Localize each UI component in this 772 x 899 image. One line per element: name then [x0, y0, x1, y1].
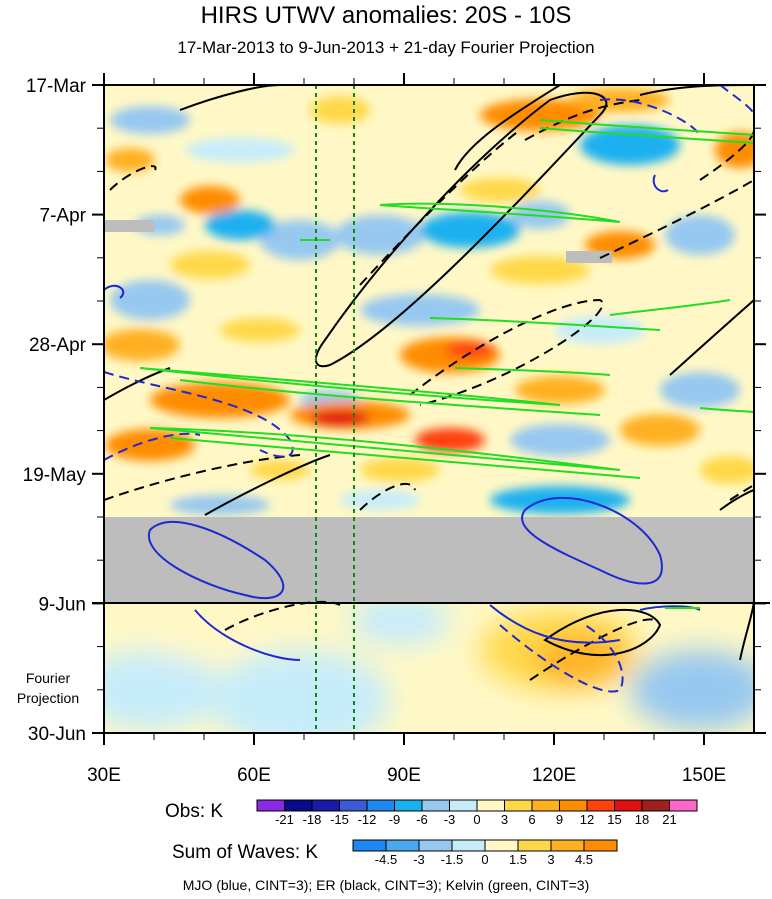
colorbar-level-label: -3	[413, 852, 425, 867]
y-tick-label: 9-Jun	[38, 594, 86, 615]
colorbar-level-label: -1.5	[441, 852, 463, 867]
projection-field	[104, 603, 754, 733]
colorbar-swatch	[451, 839, 486, 852]
colorbar-swatch	[385, 839, 420, 852]
plot-frame	[103, 84, 755, 734]
colorbar-level-label: -9	[389, 812, 401, 827]
colorbar-swatch	[550, 839, 585, 852]
y-axis: 17-Mar 7-Apr 28-Apr 19-May 9-Jun 30-Jun	[23, 76, 766, 745]
obs-colorbar-label: Obs: K	[165, 801, 224, 822]
colorbar-swatch	[484, 839, 519, 852]
y-tick-label: 19-May	[23, 465, 87, 486]
colorbar-swatch	[449, 799, 478, 812]
x-tick-label: 90E	[387, 765, 421, 786]
waves-colorbar: -4.5 -3 -1.5 0 1.5 3 4.5	[352, 839, 618, 867]
fourier-projection-label: Fourier Projection	[8, 668, 88, 708]
colorbar-level-label: -6	[416, 812, 428, 827]
colorbar-level-label: 1.5	[509, 852, 527, 867]
colorbar-swatch	[641, 799, 670, 812]
colorbar-swatch	[256, 799, 285, 812]
x-tick-label: 60E	[237, 765, 271, 786]
colorbar-level-label: -15	[330, 812, 349, 827]
colorbar-level-label: 0	[473, 812, 480, 827]
colorbar-swatch	[418, 839, 453, 852]
colorbar-level-label: -4.5	[375, 852, 397, 867]
colorbar-swatch	[583, 839, 618, 852]
y-tick-label: 17-Mar	[26, 76, 87, 97]
colorbar-swatch	[504, 799, 533, 812]
obs-colorbar: -21 -18 -15 -12 -9 -6 -3 0 3 6 9 12 15 18 21	[256, 799, 698, 827]
colorbar-level-label: 21	[662, 812, 676, 827]
colorbar-swatch	[586, 799, 615, 812]
colorbar-swatch	[669, 799, 698, 812]
colorbar-level-label: -12	[358, 812, 377, 827]
y-tick-label: 7-Apr	[40, 206, 87, 227]
wave-contours	[104, 85, 754, 693]
colorbar-swatch	[614, 799, 643, 812]
colorbar-level-label: 6	[528, 812, 535, 827]
colorbar-level-label: 9	[556, 812, 563, 827]
colorbar-level-label: -21	[275, 812, 294, 827]
colorbar-swatch	[284, 799, 313, 812]
colorbar-level-label: 0	[481, 852, 488, 867]
x-tick-label: 120E	[532, 765, 576, 786]
colorbar-swatch	[421, 799, 450, 812]
colorbar-swatch	[339, 799, 368, 812]
colorbar-level-label: 3	[547, 852, 554, 867]
waves-colorbar-label: Sum of Waves: K	[172, 842, 319, 863]
y-tick-label: 30-Jun	[28, 724, 86, 745]
chart-subtitle: 17-Mar-2013 to 9-Jun-2013 + 21-day Fouri…	[177, 38, 595, 57]
colorbar-level-label: -18	[303, 812, 322, 827]
colorbar-swatch	[311, 799, 340, 812]
colorbar-swatch	[476, 799, 505, 812]
colorbar-swatch	[559, 799, 588, 812]
colorbar-swatch	[517, 839, 552, 852]
colorbar-swatch	[531, 799, 560, 812]
chart-title: HIRS UTWV anomalies: 20S - 10S	[200, 2, 572, 29]
missing-data-band	[104, 517, 754, 603]
colorbar-level-label: 12	[580, 812, 594, 827]
colorbar-level-label: -3	[444, 812, 456, 827]
fourier-label-line1: Fourier	[25, 670, 71, 686]
colorbar-level-label: 18	[635, 812, 649, 827]
x-tick-label: 30E	[87, 765, 121, 786]
x-axis: 30E 60E 90E 120E 150E	[87, 73, 726, 786]
y-tick-label: 28-Apr	[29, 335, 87, 356]
contour-legend-note: MJO (blue, CINT=3); ER (black, CINT=3); …	[182, 877, 590, 893]
x-tick-label: 150E	[682, 765, 726, 786]
colorbar-level-label: 15	[607, 812, 621, 827]
obs-anomaly-field	[104, 85, 754, 517]
fourier-label-line2: Projection	[16, 690, 80, 706]
colorbar-swatch	[366, 799, 395, 812]
colorbar-level-label: 3	[501, 812, 508, 827]
colorbar-level-label: 4.5	[575, 852, 593, 867]
colorbar-swatch	[394, 799, 423, 812]
colorbar-swatch	[352, 839, 387, 852]
